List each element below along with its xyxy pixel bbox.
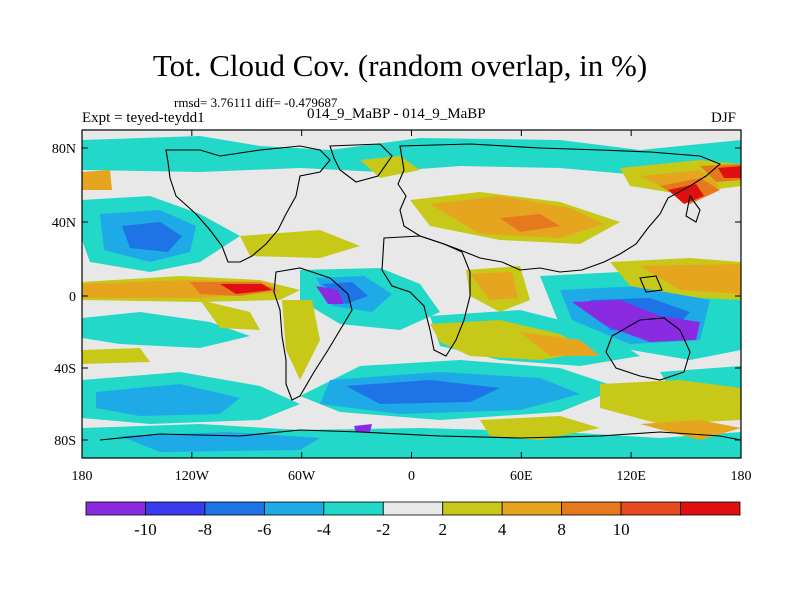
map-axes: 80N 40N 0 40S 80S 180 120W 60W 0 60E 120E 180 [52,130,752,484]
lon-label: 120W [175,469,210,484]
colorbar-label: -6 [257,520,271,539]
season-label: DJF [711,110,737,126]
lon-label: 180 [731,469,752,484]
lon-label: 120E [616,469,646,484]
colorbar-label: 2 [438,520,447,539]
colorbar-label: -2 [376,520,390,539]
colorbar-swatch [680,501,741,516]
colorbar-swatch [323,501,384,516]
lon-label: 60E [510,469,533,484]
colorbar-label: -4 [317,520,332,539]
colorbar-label: 10 [613,520,630,539]
colorbar-swatch [620,501,681,516]
colorbar-label: -10 [134,520,157,539]
lat-label: 80N [52,142,76,157]
colorbar-swatch [85,501,146,516]
colorbar-swatch [501,501,563,516]
lat-label: 0 [69,290,76,305]
lat-label: 40N [52,216,76,231]
lon-label: 0 [408,469,415,484]
experiment-label: Expt = teyed-teydd1 [82,110,205,126]
colorbar-swatch [382,501,444,516]
lat-label: 40S [54,362,76,377]
lon-label: 180 [72,469,93,484]
chart-title: Tot. Cloud Cov. (random overlap, in %) [152,48,648,83]
colorbar-swatch [145,501,206,516]
rmsd-diff-stats: rmsd= 3.76111 diff= -0.479687 [174,95,338,110]
colorbar-swatch [263,501,325,516]
colorbar-label: -8 [198,520,212,539]
lat-label: 80S [54,434,76,449]
run-pair-label: 014_9_MaBP - 014_9_MaBP [307,106,486,122]
colorbar: -10 -8 -6 -4 -2 2 4 8 10 [85,501,741,539]
colorbar-label: 4 [498,520,507,539]
colorbar-swatch [442,501,503,516]
colorbar-label: 8 [557,520,566,539]
coastlines [99,143,741,441]
colorbar-swatch [204,501,265,516]
anomaly-field [82,130,741,458]
field-band-purple [316,286,700,432]
colorbar-swatch [561,501,622,516]
field-band-red [220,166,741,294]
lon-label: 60W [288,469,316,484]
